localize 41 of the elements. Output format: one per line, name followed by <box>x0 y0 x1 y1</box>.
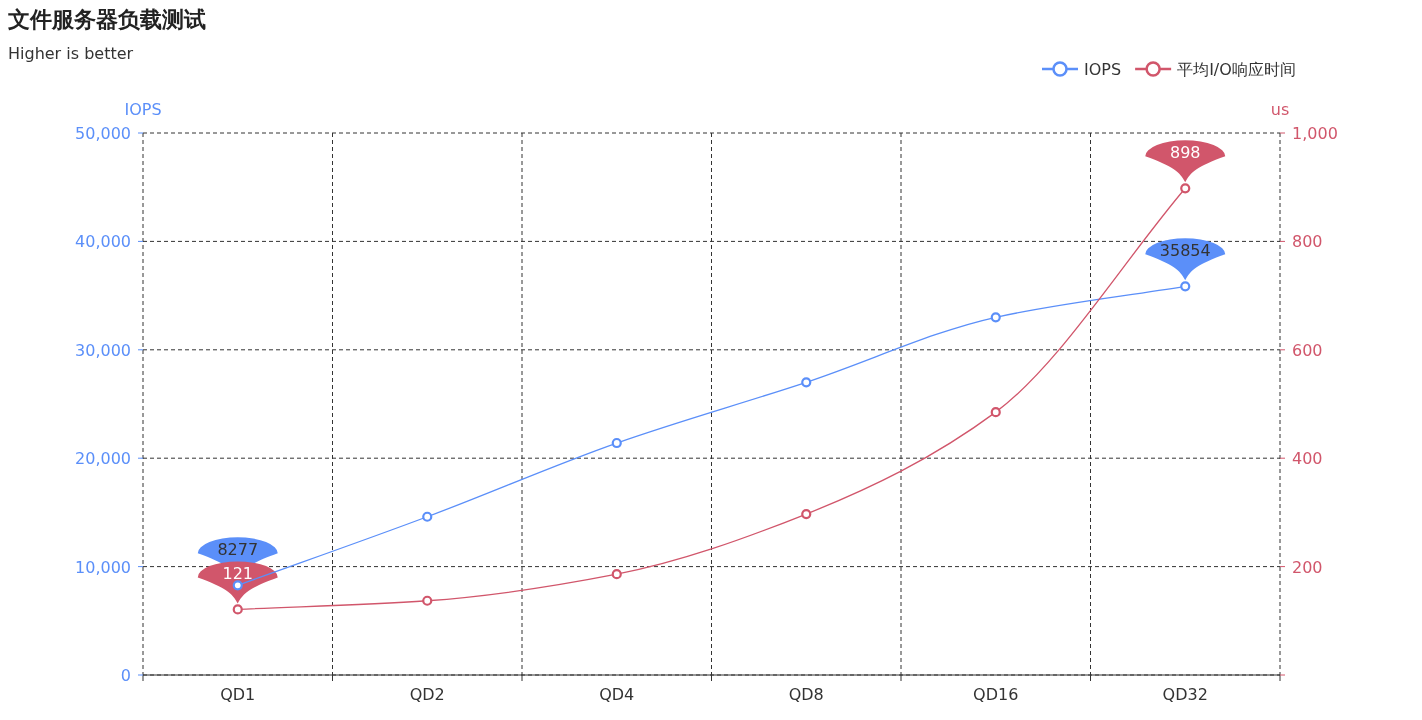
point <box>1180 281 1191 292</box>
point <box>422 595 433 606</box>
y-tick-label: 0 <box>120 666 131 685</box>
y2-tick-label: 600 <box>1292 340 1323 360</box>
point <box>422 511 433 522</box>
chart-subtitle: Higher is better <box>8 44 134 63</box>
x-tick-label: QD1 <box>220 685 256 704</box>
point <box>990 407 1001 418</box>
point <box>232 604 243 615</box>
y2-tick-label: 1,000 <box>1292 124 1338 143</box>
point <box>611 437 622 449</box>
y-axis-title: IOPS <box>124 100 162 119</box>
y-tick-label: 20,000 <box>75 449 131 469</box>
y2-axis-title: us <box>1270 100 1290 119</box>
x-tick-label: QD32 <box>1162 685 1208 704</box>
pin-label: 898 <box>1145 140 1226 183</box>
pin-label: 121 <box>197 561 278 604</box>
point <box>1180 183 1191 194</box>
y-tick-label: 10,000 <box>75 557 131 577</box>
x-tick-label: QD16 <box>973 685 1019 704</box>
legend-label: 平均I/O响应时间 <box>1177 60 1296 79</box>
point <box>611 569 622 580</box>
x-tick-label: QD2 <box>409 685 445 704</box>
point <box>801 377 812 388</box>
chart-title: 文件服务器负载测试 <box>7 7 206 32</box>
y2-tick-label: 200 <box>1292 557 1323 577</box>
point <box>990 312 1001 323</box>
x-tick-label: QD4 <box>599 685 635 704</box>
y-tick-label: 40,000 <box>75 232 131 252</box>
point <box>801 508 812 520</box>
y2-tick-label: 800 <box>1292 232 1323 252</box>
y2-tick-label: 400 <box>1292 449 1323 469</box>
legend-label: IOPS <box>1084 60 1122 79</box>
point <box>232 580 243 591</box>
pin-label: 35854 <box>1145 238 1226 281</box>
x-tick-label: QD8 <box>788 685 824 704</box>
data-label: 8277 <box>217 540 259 560</box>
y-tick-label: 50,000 <box>75 124 131 143</box>
data-label: 35854 <box>1159 241 1211 261</box>
data-label: 898 <box>1169 143 1201 163</box>
y-tick-label: 30,000 <box>75 340 131 360</box>
